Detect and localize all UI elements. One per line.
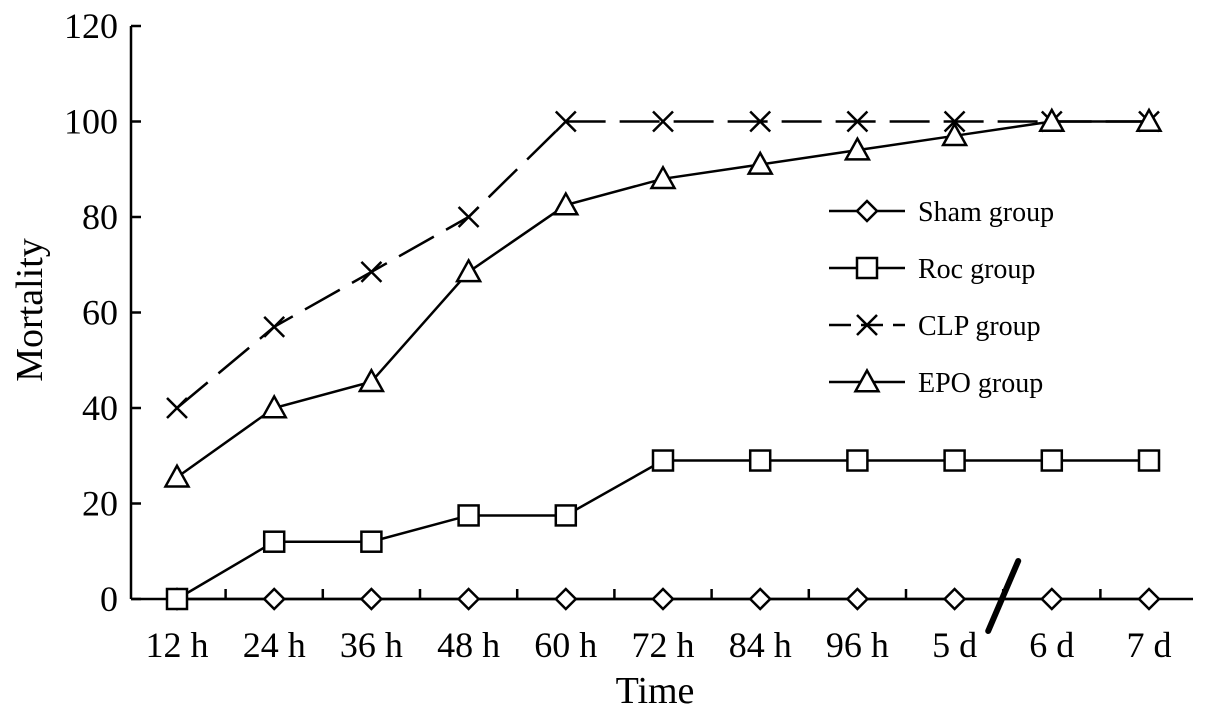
series-layer [163, 107, 1163, 611]
triangle-marker [454, 257, 483, 283]
square-marker [165, 587, 189, 611]
x-tick-label: 7 d [1127, 625, 1172, 665]
square-marker [1040, 449, 1064, 472]
square-marker [262, 530, 286, 553]
triangle-marker [649, 164, 677, 190]
y-axis-ticks: 0 20 40 60 80 100 120 [64, 6, 141, 619]
series-epo-group [163, 107, 1163, 488]
x-tick-label: 96 h [826, 625, 889, 665]
square-marker [748, 449, 772, 472]
triangle-marker [853, 367, 881, 393]
y-tick-label: 120 [64, 6, 118, 46]
diamond-marker [456, 587, 481, 611]
triangle-marker [163, 463, 191, 488]
legend-label: EPO group [918, 368, 1043, 399]
diamond-marker [748, 587, 772, 611]
x-tick-label: 24 h [243, 625, 306, 665]
legend-item: Roc group [829, 254, 1035, 285]
triangle-marker [1135, 107, 1163, 132]
x-axis-ticks: 12 h 24 h 36 h 48 h 60 h 72 h 84 h 96 h 5 d 6 d 7 … [146, 589, 1172, 665]
series-line [176, 459, 1149, 601]
x-tick-label: 72 h [632, 625, 695, 665]
y-tick-label: 0 [100, 579, 118, 619]
triangle-marker [552, 190, 580, 216]
x-marker [360, 261, 383, 283]
diamond-marker [554, 587, 578, 611]
triangle-marker [940, 121, 969, 147]
x-tick-label: 36 h [340, 625, 403, 665]
x-marker [749, 110, 772, 133]
triangle-marker [1038, 107, 1066, 132]
square-marker [846, 449, 869, 472]
y-tick-label: 100 [64, 102, 118, 142]
diamond-marker [845, 587, 870, 611]
x-marker [457, 206, 480, 228]
legend-label: Roc group [918, 254, 1035, 285]
triangle-marker [260, 393, 288, 419]
x-marker [856, 314, 878, 336]
diamond-marker [359, 587, 384, 611]
square-marker [943, 449, 966, 472]
diamond-marker [942, 587, 967, 611]
x-tick-label: 5 d [932, 625, 977, 665]
square-marker [855, 256, 879, 280]
diamond-marker [855, 199, 879, 223]
x-marker [554, 110, 577, 133]
square-marker [1137, 449, 1161, 472]
x-marker [846, 110, 869, 133]
x-tick-label: 48 h [437, 625, 500, 665]
legend: Sham group Roc group CLP group EPO group [829, 197, 1054, 399]
diamond-marker [1040, 587, 1064, 611]
y-tick-label: 60 [82, 293, 118, 333]
square-marker [554, 504, 578, 527]
series-sham-group [165, 587, 1161, 611]
y-tick-label: 20 [82, 484, 118, 524]
square-marker [651, 449, 675, 472]
series-roc-group [165, 449, 1161, 611]
series-line [176, 120, 1149, 409]
legend-item: CLP group [829, 311, 1041, 342]
x-tick-label: 60 h [534, 625, 597, 665]
triangle-marker [843, 136, 872, 161]
x-tick-label: 84 h [729, 625, 792, 665]
x-axis-title: Time [616, 670, 695, 712]
square-marker [457, 504, 480, 527]
legend-item: Sham group [829, 197, 1054, 228]
x-marker [166, 397, 188, 419]
y-axis-title: Mortality [9, 238, 51, 382]
diamond-marker [1137, 587, 1161, 611]
diamond-marker [262, 587, 286, 611]
y-tick-label: 80 [82, 197, 118, 237]
x-tick-label: 6 d [1029, 625, 1074, 665]
triangle-marker [357, 367, 386, 393]
legend-label: Sham group [918, 197, 1054, 228]
x-tick-label: 12 h [146, 625, 209, 665]
y-tick-label: 40 [82, 388, 118, 428]
triangle-marker [746, 150, 774, 175]
legend-label: CLP group [918, 311, 1041, 342]
diamond-marker [651, 587, 675, 611]
x-marker [263, 315, 286, 338]
legend-item: EPO group [829, 367, 1043, 399]
square-marker [360, 530, 383, 553]
x-marker [652, 110, 674, 133]
x-marker [943, 110, 966, 133]
